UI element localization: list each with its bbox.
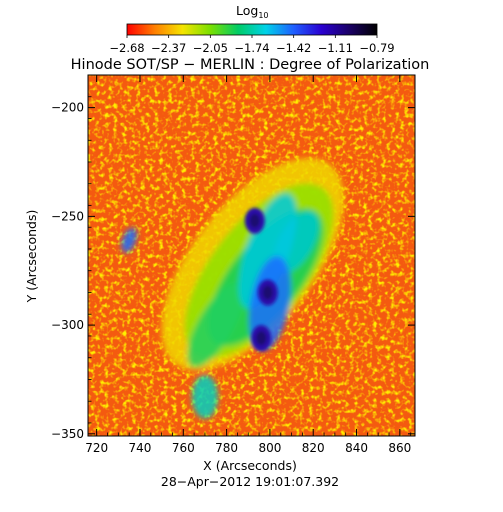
y-tick-label: −300 — [51, 318, 84, 332]
x-tick-label: 780 — [215, 441, 238, 455]
colorbar-tick-label: −2.05 — [193, 41, 228, 55]
polarization-region — [238, 193, 297, 309]
y-tick-label: −350 — [51, 427, 84, 441]
plot-frame — [87, 74, 416, 437]
x-tick-label: 820 — [302, 441, 325, 455]
heatmap-image — [88, 75, 415, 436]
x-tick-label: 740 — [129, 441, 152, 455]
x-axis: 720 740 760 780 800 820 840 860 — [85, 75, 411, 455]
colorbar-tick-label: −0.79 — [359, 41, 394, 55]
strong-polarization-core-center — [262, 285, 273, 300]
colorbar-bar — [126, 23, 378, 36]
strong-polarization-core-center — [256, 331, 267, 346]
x-tick-label: 760 — [172, 441, 195, 455]
polarization-region — [187, 282, 245, 368]
colorbar-tick-label: −1.11 — [318, 41, 353, 55]
polarization-region — [121, 227, 137, 253]
colorbar-tick-label: −1.42 — [276, 41, 311, 55]
colorbar: Log10 −2.68 −2.37 −2.05 −1.74 −1.42 −1.11 −0.7… — [109, 3, 394, 55]
y-axis-label: Y (Arcseconds) — [24, 210, 39, 304]
x-tick-label: 840 — [345, 441, 368, 455]
x-tick-label: 720 — [85, 441, 108, 455]
x-tick-label: 800 — [258, 441, 281, 455]
x-tick-label: 860 — [388, 441, 411, 455]
colorbar-tick-label: −2.37 — [151, 41, 186, 55]
y-axis: −200 −250 −300 −350 — [51, 74, 415, 441]
y-tick-label: −200 — [51, 101, 84, 115]
x-axis-label: X (Arcseconds) — [203, 458, 297, 473]
polarization-region — [191, 375, 218, 419]
y-tick-label: −250 — [51, 209, 84, 223]
colorbar-tick-label: −2.68 — [109, 41, 144, 55]
colorbar-tick-label: −1.74 — [234, 41, 269, 55]
colorbar-label: Log10 — [236, 3, 269, 20]
chart-title: Hinode SOT/SP − MERLIN : Degree of Polar… — [71, 57, 430, 73]
strong-polarization-core-center — [249, 213, 260, 228]
timestamp: 28−Apr−2012 19:01:07.392 — [161, 474, 339, 489]
